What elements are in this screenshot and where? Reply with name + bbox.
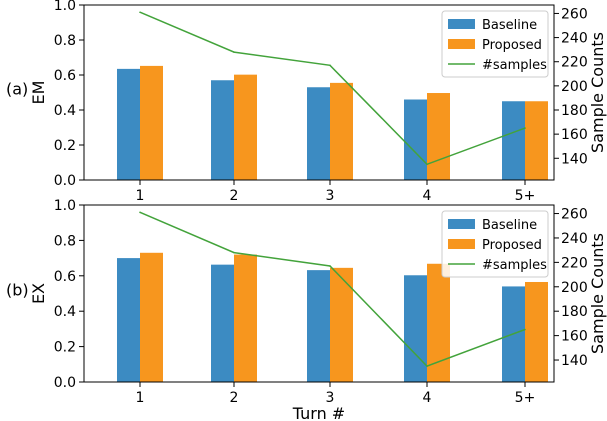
y2-tick-label: 240 [561,231,588,247]
y2-tick-label: 200 [561,280,588,296]
legend-proposed-label: Proposed [482,38,542,53]
x-tick-label: 5+ [515,188,536,204]
panel-b: 0.0 0.2 0.4 0.6 0.8 1.0 140 160 180 200 220 240 260 1… [6,198,607,421]
y-tick-label: 0.8 [54,33,76,49]
legend-baseline-label: Baseline [482,18,537,33]
y-tick-label: 0.4 [54,304,76,320]
samples-point-3 [329,265,331,267]
proposed-bar-5 [525,101,548,180]
y2-tick-label: 240 [561,31,588,47]
y-tick-label: 0.8 [54,233,76,249]
baseline-bar-1 [117,258,140,382]
y-tick-label: 0.2 [54,340,76,356]
y-tick-label: 0.2 [54,138,76,154]
y-tick-label: 0.6 [54,68,76,84]
x-tick-label: 2 [230,390,239,406]
baseline-bar-5 [502,101,525,180]
samples-point-1 [139,11,141,14]
panel-label: (b) [6,281,29,300]
legend-samples-label: #samples [482,258,547,273]
x-tick-label: 3 [326,188,335,204]
x-tick-label: 4 [423,390,432,406]
samples-point-3 [329,64,331,67]
panel-label: (a) [6,80,28,99]
samples-point-5 [524,328,526,331]
plot-frame [83,204,555,383]
proposed-bar-2 [234,254,257,382]
legend-baseline-swatch [448,219,475,229]
y2-axis-label: Sample Counts [588,233,607,354]
proposed-bar-4 [427,263,450,382]
y-axis-label: EM [29,81,48,105]
baseline-bar-2 [211,80,234,180]
y2-tick-label: 260 [561,207,588,223]
samples-point-1 [139,211,141,214]
legend-proposed-swatch [448,239,475,249]
legend-proposed-swatch [448,39,475,49]
x-tick-label: 4 [423,188,432,204]
baseline-bar-3 [307,270,330,382]
y2-tick-label: 220 [561,255,588,271]
samples-point-4 [426,163,428,166]
y-axis-label: EX [29,283,48,304]
x-tick-label: 1 [136,188,145,204]
y2-tick-label: 160 [561,127,588,143]
y2-tick-label: 140 [561,353,588,369]
y2-tick-label: 140 [561,151,588,167]
proposed-bar-5 [525,281,548,382]
x-tick-label: 5+ [515,390,536,406]
y-tick-label: 0.0 [54,375,76,391]
proposed-bar-1 [140,65,163,180]
y2-tick-label: 200 [561,79,588,95]
proposed-bar-2 [234,74,257,180]
samples-point-4 [426,365,428,367]
samples-point-5 [524,127,526,129]
panel-a: 0.0 0.2 0.4 0.6 0.8 1.0 140 160 180 200 220 240 260 1… [6,0,607,204]
baseline-bar-3 [307,87,330,180]
legend-samples-label: #samples [482,58,547,73]
y-tick-label: 1.0 [54,0,76,14]
samples-point-2 [233,251,235,254]
baseline-bar-4 [404,275,427,382]
baseline-bar-1 [117,68,140,180]
legend: Baseline Proposed #samples [441,210,549,278]
y2-tick-label: 160 [561,329,588,345]
legend-proposed-label: Proposed [482,238,542,253]
x-tick-label: 2 [230,188,239,204]
legend-baseline-label: Baseline [482,218,537,233]
y2-tick-label: 180 [561,103,588,119]
x-tick-label: 1 [136,390,145,406]
samples-point-2 [233,51,235,53]
y2-tick-label: 220 [561,55,588,71]
y-tick-label: 1.0 [54,198,76,214]
legend: Baseline Proposed #samples [441,10,549,78]
legend-baseline-swatch [448,19,475,29]
plot-frame [83,4,555,181]
proposed-bar-3 [330,267,353,382]
y-tick-label: 0.0 [54,173,76,189]
y-tick-label: 0.6 [54,269,76,285]
x-axis-label: Turn # [292,404,345,421]
proposed-bar-4 [427,93,450,180]
y-tick-label: 0.4 [54,103,76,119]
x-tick-label: 3 [326,390,335,406]
y2-tick-label: 180 [561,304,588,320]
y2-axis-label: Sample Counts [588,32,607,153]
proposed-bar-3 [330,82,353,180]
y2-tick-label: 260 [561,6,588,22]
baseline-bar-2 [211,264,234,382]
baseline-bar-4 [404,99,427,180]
proposed-bar-1 [140,252,163,382]
